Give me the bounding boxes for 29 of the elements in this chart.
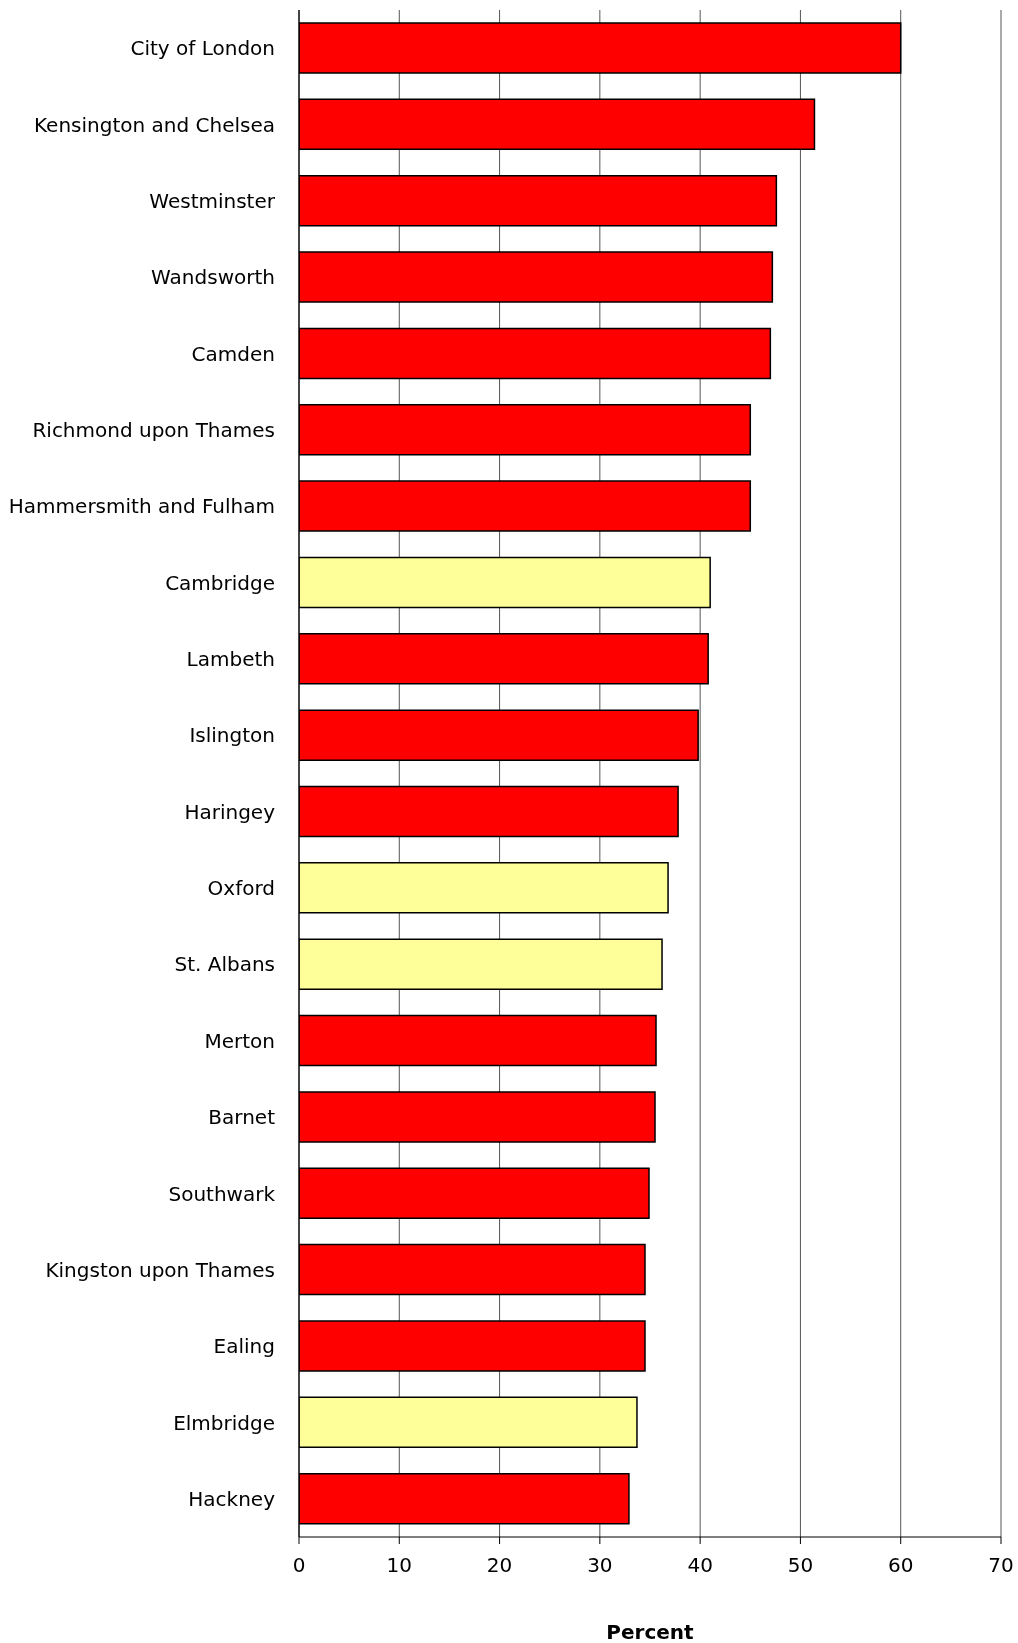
y-tick-label: Haringey [184, 799, 276, 824]
y-tick-label: Kensington and Chelsea [33, 112, 275, 137]
y-tick-label: Ealing [213, 1334, 275, 1359]
y-tick-label: City of London [130, 36, 275, 61]
x-axis-title: Percent [606, 1620, 695, 1643]
x-tick-label: 0 [292, 1553, 306, 1578]
y-tick-label: Cambridge [165, 570, 275, 595]
y-tick-label: Islington [189, 723, 275, 748]
y-tick-label: Westminster [149, 188, 276, 213]
x-tick-label: 50 [787, 1553, 814, 1578]
x-tick-label: 10 [386, 1553, 413, 1578]
y-tick-label: Lambeth [186, 647, 275, 672]
x-tick-label: 40 [687, 1553, 713, 1578]
x-tick-label: 30 [587, 1553, 613, 1578]
y-tick-label: Southwark [168, 1181, 276, 1206]
y-tick-label: St. Albans [174, 952, 275, 977]
y-tick-label: Oxford [207, 876, 275, 901]
y-tick-label: Hammersmith and Fulham [8, 494, 275, 519]
x-tick-label: 60 [887, 1553, 914, 1578]
y-tick-label: Hackney [188, 1486, 276, 1511]
y-tick-label: Wandsworth [151, 265, 275, 290]
y-tick-label: Merton [204, 1028, 275, 1053]
y-tick-label: Elmbridge [173, 1410, 275, 1435]
x-tick-label: 70 [988, 1553, 1014, 1578]
x-tick-label: 20 [486, 1553, 513, 1578]
y-tick-label: Richmond upon Thames [32, 418, 275, 443]
y-tick-label: Camden [191, 341, 275, 366]
y-tick-label: Kingston upon Thames [45, 1257, 275, 1282]
y-tick-label: Barnet [208, 1105, 276, 1130]
